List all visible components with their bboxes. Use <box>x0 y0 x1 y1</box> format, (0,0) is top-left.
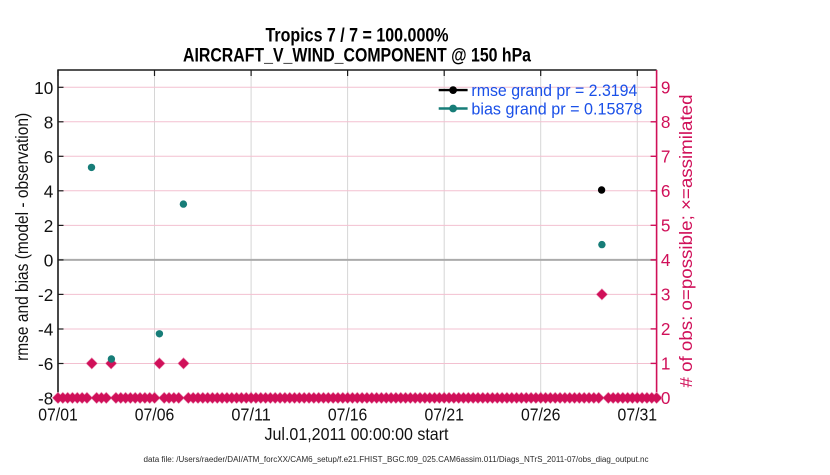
svg-text:07/26: 07/26 <box>521 404 561 424</box>
svg-text:0: 0 <box>661 388 671 408</box>
svg-text:7: 7 <box>661 147 671 167</box>
svg-text:bias grand pr = 0.15878: bias grand pr = 0.15878 <box>471 101 642 119</box>
svg-text:-4: -4 <box>38 320 54 340</box>
svg-text:6: 6 <box>44 147 54 167</box>
svg-text:-6: -6 <box>38 354 53 374</box>
svg-text:rmse and bias (model - observa: rmse and bias (model - observation) <box>12 113 32 361</box>
svg-text:3: 3 <box>661 285 671 305</box>
svg-text:Jul.01,2011 00:00:00 start: Jul.01,2011 00:00:00 start <box>265 424 449 444</box>
svg-text:4: 4 <box>661 250 671 270</box>
svg-text:2: 2 <box>44 216 54 236</box>
svg-text:8: 8 <box>44 112 54 132</box>
svg-text:07/11: 07/11 <box>231 404 271 424</box>
svg-text:10: 10 <box>34 78 53 98</box>
svg-text:07/21: 07/21 <box>424 404 464 424</box>
svg-text:4: 4 <box>44 181 54 201</box>
svg-text:rmse grand pr = 2.3194: rmse grand pr = 2.3194 <box>471 82 637 100</box>
svg-text:07/31: 07/31 <box>618 404 658 424</box>
svg-text:-8: -8 <box>38 389 53 409</box>
svg-text:AIRCRAFT_V_WIND_COMPONENT @ 15: AIRCRAFT_V_WIND_COMPONENT @ 150 hPa <box>183 44 531 66</box>
svg-text:9: 9 <box>661 78 671 98</box>
svg-text:Tropics 7 / 7 = 100.000%: Tropics 7 / 7 = 100.000% <box>266 25 449 47</box>
svg-text:07/01: 07/01 <box>38 404 78 424</box>
svg-text:1: 1 <box>661 354 671 374</box>
svg-text:07/16: 07/16 <box>328 404 368 424</box>
svg-text:data file: /Users/raeder/DAI/A: data file: /Users/raeder/DAI/ATM_forcXX/… <box>144 455 649 464</box>
svg-text:2: 2 <box>661 319 671 339</box>
svg-text:07/06: 07/06 <box>135 404 175 424</box>
svg-text:0: 0 <box>44 250 54 270</box>
svg-text:6: 6 <box>661 181 671 201</box>
svg-text:# of obs: o=possible; ×=assimi: # of obs: o=possible; ×=assimilated <box>676 95 696 388</box>
svg-text:8: 8 <box>661 112 671 132</box>
svg-text:-2: -2 <box>38 285 53 305</box>
svg-text:5: 5 <box>661 216 671 236</box>
